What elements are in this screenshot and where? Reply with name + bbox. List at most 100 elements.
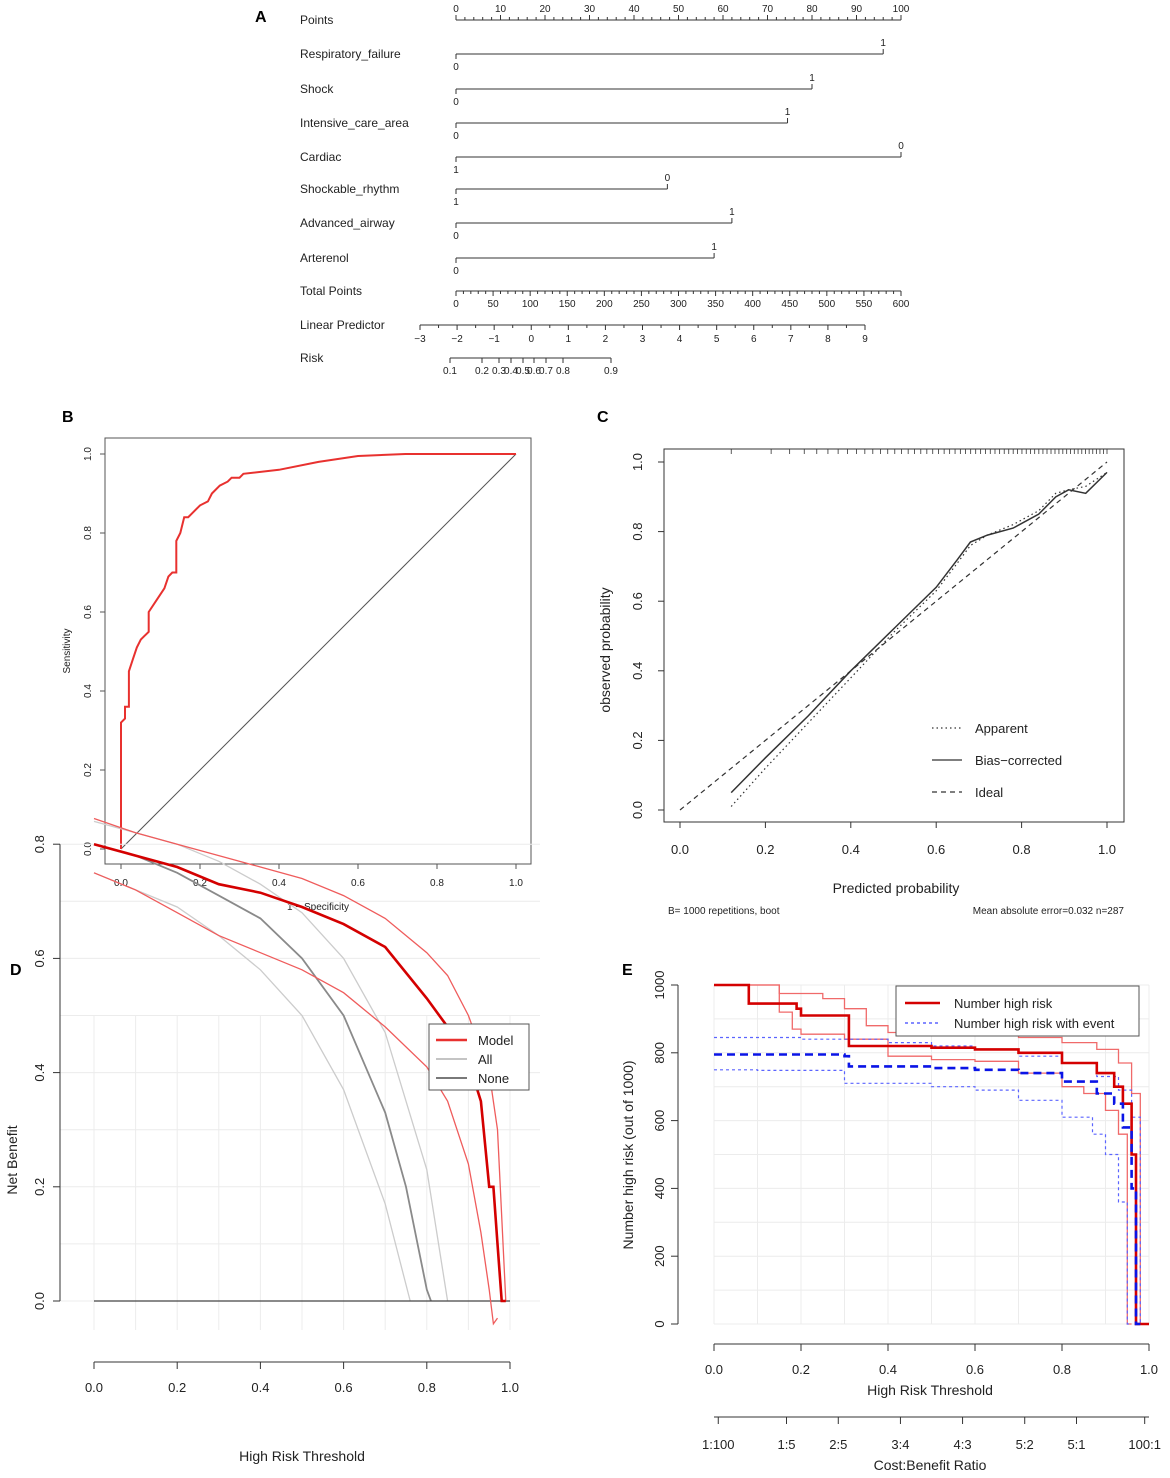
linear-predictor-tick-label: 9	[862, 334, 868, 345]
impact-curve-number-high-risk	[714, 983, 1149, 1326]
points-tick-label: 10	[495, 4, 507, 15]
roc-reference-diagonal	[120, 453, 517, 850]
risk-tick-label: 0.8	[556, 366, 570, 377]
total-points-tick-label: 550	[856, 299, 873, 310]
decision-curve-model-lower	[93, 872, 499, 1326]
calibration-legend-label: Bias−corrected	[975, 753, 1062, 768]
impact-y-tick-label: 0	[652, 1320, 667, 1327]
total-points-tick-label: 450	[781, 299, 798, 310]
calibration-legend-label: Ideal	[975, 785, 1003, 800]
nomogram-scale-label: Respiratory_failure	[300, 47, 401, 61]
nomogram-scale-label: Linear Predictor	[300, 318, 385, 332]
impact-x-tick-label: 0.8	[1053, 1362, 1071, 1377]
roc-y-tick-label: 0.4	[83, 684, 94, 698]
calibration-y-tick-label: 0.8	[630, 523, 645, 541]
total-points-tick-label: 100	[522, 299, 539, 310]
calibration-y-tick-label: 1.0	[630, 453, 645, 471]
calibration-footer-right: Mean absolute error=0.032 n=287	[973, 906, 1125, 917]
predictor-level-label: 0	[665, 173, 671, 184]
impact-y-tick-label: 1000	[652, 971, 667, 1000]
calibration-x-axis-title: Predicted probability	[833, 880, 960, 896]
impact-curve-event-upper	[714, 1036, 1145, 1325]
decision-x-tick-label: 0.2	[168, 1380, 186, 1395]
clinical-impact-panel: 0 200 400 600 800 1000 0.0 0.2 0.4 0.6 0.8 1.0 High …	[620, 971, 1161, 1473]
total-points-tick-label: 600	[893, 299, 910, 310]
impact-y-tick-label: 200	[652, 1245, 667, 1267]
predictor-level-label: 1	[785, 107, 791, 118]
nomogram-scale-label: Cardiac	[300, 150, 341, 164]
predictor-level-label: 1	[729, 207, 735, 218]
calibration-x-tick-label: 0.4	[842, 842, 860, 857]
risk-tick-label: 0.3	[492, 366, 506, 377]
roc-y-tick-label: 0.0	[83, 842, 94, 856]
panel-letter-b: B	[62, 409, 74, 426]
decision-curve-all-upper	[93, 820, 449, 1302]
nomogram-panel: Points Respiratory_failure Shock Intensive_…	[300, 4, 910, 377]
calibration-x-tick-label: 0.8	[1013, 842, 1031, 857]
points-tick-label: 70	[762, 4, 774, 15]
panel-letter-c: C	[597, 409, 609, 426]
points-tick-label: 20	[539, 4, 551, 15]
panel-letter-d: D	[10, 962, 22, 979]
decision-y-tick-label: 0.4	[32, 1064, 47, 1082]
roc-x-axis-title: 1 − Specificity	[287, 902, 349, 913]
impact-curve-number-high-risk-with-event	[714, 1053, 1141, 1326]
risk-tick-label: 0.1	[443, 366, 457, 377]
total-points-tick-label: 0	[453, 299, 459, 310]
total-points-tick-label: 500	[818, 299, 835, 310]
linear-predictor-tick-label: 1	[566, 334, 572, 345]
calibration-x-tick-label: 0.6	[927, 842, 945, 857]
nomogram-scale-label: Total Points	[300, 284, 362, 298]
linear-predictor-tick-label: 4	[677, 334, 683, 345]
impact-y-tick-label: 800	[652, 1042, 667, 1064]
calibration-x-tick-label: 0.0	[671, 842, 689, 857]
predictor-level-label: 1	[453, 197, 459, 208]
impact-x2-tick-label: 1:100	[702, 1437, 735, 1452]
roc-x-tick-label: 0.8	[430, 878, 444, 889]
decision-x-tick-label: 0.4	[251, 1380, 269, 1395]
panel-letter-a: A	[255, 9, 267, 26]
predictor-level-label: 1	[711, 242, 717, 253]
risk-tick-label: 0.9	[604, 366, 618, 377]
calibration-y-tick-label: 0.4	[630, 662, 645, 680]
decision-y-tick-label: 0.8	[32, 835, 47, 853]
nomogram-scale-label: Intensive_care_area	[300, 116, 409, 130]
decision-curve-model	[93, 842, 506, 1303]
impact-x-tick-label: 0.6	[966, 1362, 984, 1377]
impact-x-tick-label: 0.0	[705, 1362, 723, 1377]
impact-x2-axis-title: Cost:Benefit Ratio	[874, 1457, 987, 1473]
predictor-level-label: 0	[453, 62, 459, 73]
roc-x-tick-label: 0.4	[272, 878, 286, 889]
roc-curve	[120, 453, 516, 849]
calibration-y-axis-title: observed probability	[597, 587, 613, 712]
nomogram-scale-label: Advanced_airway	[300, 216, 395, 230]
predictor-level-label: 0	[898, 141, 904, 152]
impact-y-axis-title: Number high risk (out of 1000)	[620, 1060, 636, 1249]
roc-y-tick-label: 1.0	[83, 447, 94, 461]
linear-predictor-tick-label: −3	[414, 334, 426, 345]
roc-y-tick-label: 0.8	[83, 526, 94, 540]
impact-x2-tick-label: 5:2	[1016, 1437, 1034, 1452]
risk-tick-label: 0.4	[504, 366, 518, 377]
points-tick-label: 60	[717, 4, 729, 15]
linear-predictor-tick-label: 5	[714, 334, 720, 345]
total-points-tick-label: 350	[707, 299, 724, 310]
predictor-level-label: 1	[809, 73, 815, 84]
impact-legend-box	[895, 985, 1140, 1037]
linear-predictor-tick-label: 7	[788, 334, 794, 345]
decision-y-axis-title: Net Benefit	[4, 1125, 20, 1194]
linear-predictor-tick-label: −1	[488, 334, 500, 345]
decision-curve-all	[93, 843, 432, 1302]
impact-x-tick-label: 0.4	[879, 1362, 897, 1377]
decision-x-tick-label: 1.0	[501, 1380, 519, 1395]
roc-y-tick-label: 0.6	[83, 605, 94, 619]
linear-predictor-tick-label: 6	[751, 334, 757, 345]
impact-curve-event-lower	[714, 1069, 1132, 1325]
calibration-footer-left: B= 1000 repetitions, boot	[668, 906, 780, 917]
total-points-tick-label: 250	[633, 299, 650, 310]
impact-x-tick-label: 0.2	[792, 1362, 810, 1377]
decision-y-tick-label: 0.0	[32, 1292, 47, 1310]
points-tick-label: 90	[851, 4, 863, 15]
linear-predictor-tick-label: 3	[640, 334, 646, 345]
calibration-line-dotted	[730, 471, 1108, 807]
